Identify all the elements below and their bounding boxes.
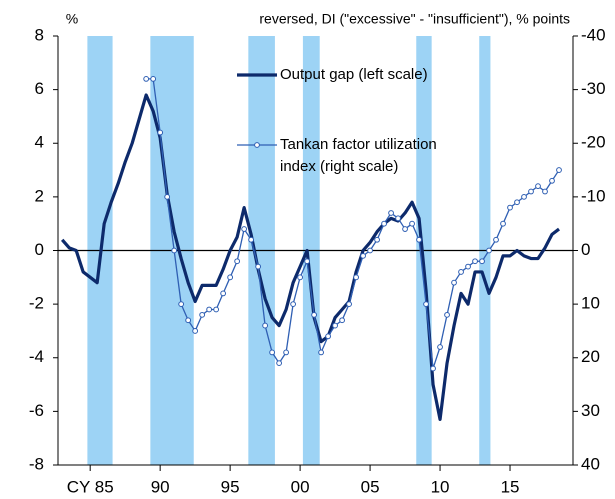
x-tick-label: 10 [431, 477, 450, 496]
legend-swatch-marker [254, 142, 260, 148]
y-tick-label: -4 [29, 347, 44, 366]
series-marker [248, 236, 255, 243]
y2-tick-label: 30 [581, 401, 600, 420]
y-tick-label: 2 [35, 186, 44, 205]
series-marker [283, 349, 290, 356]
series-marker [514, 199, 520, 206]
x-tick-label: CY 85 [67, 477, 114, 496]
y2-tick-label: 20 [581, 347, 600, 366]
series-marker [164, 193, 171, 200]
series-marker [178, 301, 185, 308]
series-marker [276, 360, 283, 367]
series-marker [556, 167, 562, 173]
series-marker [220, 290, 227, 297]
y2-tick-label: -30 [581, 79, 606, 98]
y-tick-label: -2 [29, 294, 44, 313]
series-marker [297, 274, 304, 281]
y-tick-label: -8 [29, 454, 44, 473]
y2-tick-label: 10 [581, 294, 600, 313]
y-tick-label: -6 [29, 401, 44, 420]
x-tick-label: 15 [501, 477, 520, 496]
series-marker [143, 76, 150, 82]
series-marker [444, 311, 450, 318]
series-marker [185, 317, 192, 324]
series-marker [521, 193, 527, 200]
series-marker [157, 129, 164, 136]
series-marker [311, 311, 318, 318]
series-marker [500, 220, 506, 227]
x-tick-label: 00 [291, 477, 310, 496]
series-marker [437, 344, 443, 350]
series-marker [290, 301, 297, 308]
series-marker [374, 236, 380, 243]
series-marker [199, 311, 206, 318]
series-marker [255, 263, 262, 270]
y-tick-label: 6 [35, 79, 44, 98]
series-marker [227, 274, 234, 281]
series-marker [192, 328, 199, 334]
y2-tick-label: 40 [581, 454, 600, 473]
series-marker [234, 258, 241, 265]
series-marker [423, 301, 429, 308]
y-tick-label: 4 [35, 133, 44, 152]
series-marker [493, 236, 499, 243]
series-marker [542, 188, 548, 195]
x-tick-label: 05 [361, 477, 380, 496]
series-marker [171, 247, 178, 254]
series-marker [479, 258, 485, 265]
series-marker [262, 322, 269, 329]
series-marker [332, 322, 338, 329]
series-marker [318, 349, 324, 356]
left-axis-label: % [66, 11, 78, 27]
series-marker [339, 317, 345, 324]
series-marker [346, 301, 352, 308]
y2-tick-label: -40 [581, 25, 606, 44]
y2-tick-label: -10 [581, 186, 606, 205]
y2-tick-label: -20 [581, 133, 606, 152]
series-marker [409, 220, 415, 227]
right-axis-label: reversed, DI ("excessive" - "insufficien… [259, 11, 570, 27]
series-marker [416, 236, 422, 243]
series-marker [367, 247, 373, 254]
series-marker [304, 258, 311, 265]
series-marker [458, 269, 464, 275]
x-tick-label: 95 [221, 477, 240, 496]
series-marker [388, 210, 394, 216]
legend-label: Tankan factor utilization index (right s… [280, 136, 437, 175]
series-marker [451, 279, 457, 286]
series-marker [395, 215, 401, 222]
series-marker [486, 247, 492, 254]
legend-label: Output gap (left scale) [280, 66, 428, 83]
series-marker [472, 258, 478, 265]
y-tick-label: 0 [35, 240, 44, 259]
series-marker [241, 226, 248, 232]
series-line [146, 78, 560, 370]
series-marker [360, 252, 366, 259]
series-marker [465, 263, 471, 270]
series-marker [150, 76, 157, 82]
x-tick-label: 90 [151, 477, 170, 496]
series-marker [353, 274, 359, 281]
series-marker [535, 183, 541, 190]
series-marker [269, 349, 276, 356]
series-marker [549, 177, 555, 184]
series-marker [507, 204, 513, 211]
series-marker [206, 306, 213, 313]
series-marker [528, 188, 534, 195]
series-marker [213, 306, 220, 313]
y2-tick-label: 0 [581, 240, 590, 259]
y-tick-label: 8 [35, 25, 44, 44]
series-marker [430, 365, 436, 372]
series-marker [402, 226, 408, 232]
series-marker [325, 333, 331, 340]
series-marker [381, 220, 387, 227]
